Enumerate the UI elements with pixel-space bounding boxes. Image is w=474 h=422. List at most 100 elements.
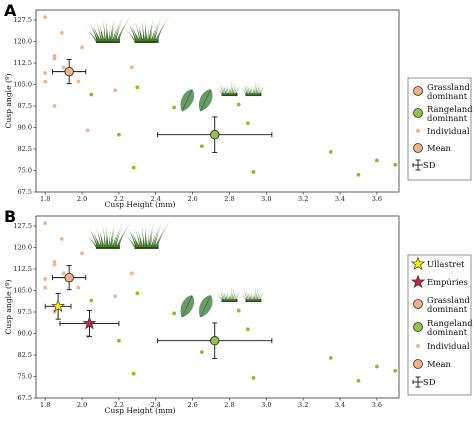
grassland-individual-point: [43, 71, 48, 75]
y-tick-label: 112.5: [13, 59, 32, 67]
grassland-individual-point: [43, 221, 48, 226]
rangeland-individual-point: [131, 371, 136, 376]
grass-blade: [152, 222, 162, 247]
grass-blade: [252, 85, 255, 95]
grass-blade: [152, 16, 162, 41]
grass-blade: [141, 221, 145, 247]
grass-blade: [254, 80, 256, 95]
rangeland-mean-marker: [157, 322, 273, 359]
legend-item-sd: SD: [412, 376, 436, 388]
data-points-b: [43, 221, 398, 383]
grassland-mean-marker: [52, 59, 87, 85]
y-tick-label: 97.5: [18, 102, 32, 110]
grass-blade: [133, 222, 141, 247]
grassland-individual-point: [61, 65, 66, 70]
grass-blade: [102, 221, 107, 247]
x-axis-label-a: Cusp Height (mm): [105, 200, 176, 209]
site-star-point: [51, 299, 65, 313]
grass-blade: [82, 24, 97, 41]
rangeland-individual-point: [356, 172, 361, 177]
legend-label: Mean: [427, 359, 452, 369]
grass-blade: [120, 24, 136, 41]
legend-label: Empúries: [427, 277, 468, 287]
x-tick-label: 3.2: [298, 195, 308, 203]
y-tick-label: 105.0: [13, 81, 32, 89]
grass-blade: [231, 287, 235, 301]
grass-blade: [90, 229, 101, 247]
y-tick-label: 90.0: [18, 124, 32, 132]
grass-blade: [128, 229, 140, 247]
grass-blade: [222, 288, 227, 301]
grassland-mean-point: [64, 66, 74, 77]
grassland-mean-marker: [52, 265, 87, 291]
grass-blade: [254, 286, 256, 301]
rangeland-individual-point: [374, 364, 379, 369]
x-tick-label: 2.0: [77, 195, 87, 203]
grass-blade: [136, 228, 144, 247]
grassland-individual-point: [52, 104, 57, 108]
rangeland-individual-point: [328, 149, 333, 154]
grass-blade: [243, 81, 250, 95]
grass-blade: [258, 84, 266, 95]
illustrations-b: [82, 221, 266, 318]
y-tick-label: 82.5: [18, 351, 32, 359]
y-tick-label: 105.0: [13, 287, 32, 295]
x-tick-label: 2.4: [151, 195, 161, 203]
grass-blade: [116, 228, 127, 247]
grass-blade: [232, 82, 237, 95]
rangeland-individual-point: [172, 105, 177, 110]
grass-blade: [219, 287, 226, 301]
grass-blade: [105, 18, 108, 41]
leaf-illustration: [198, 89, 213, 112]
grass-blade: [153, 225, 162, 247]
y-tick-label: 120.0: [13, 244, 32, 252]
grassland-individual-point: [113, 88, 118, 93]
grass-blade: [246, 288, 251, 301]
data-points-a: [43, 15, 398, 177]
y-tick-label: 67.5: [18, 188, 32, 196]
grassland-individual-point: [43, 285, 48, 290]
legend-label: Rangeland: [427, 104, 473, 114]
rangeland-individual-point: [89, 92, 94, 97]
grass-blade: [102, 15, 107, 41]
x-tick-label: 2.4: [151, 401, 161, 409]
grassland-individual-point: [52, 259, 57, 264]
grassland-individual-point: [85, 128, 90, 133]
grass-blade: [94, 222, 103, 247]
grass-blade: [224, 83, 228, 95]
leaf-illustration: [180, 89, 195, 112]
grass-blade: [108, 230, 111, 247]
y-ticks-a: 67.5 75.0 82.5 90.0 97.5 105.0 112.5 120.0 127.5: [13, 16, 36, 196]
illustrations-a: [82, 15, 266, 112]
legend-item-mean: Mean: [413, 143, 452, 153]
grassland-individual-point: [52, 53, 57, 58]
legend-label: dominant: [427, 304, 468, 314]
grass-blade: [233, 289, 240, 301]
grass-blade: [148, 17, 154, 41]
small-grass-illustration: [215, 286, 242, 303]
grass-blade: [106, 227, 109, 247]
rangeland-individual-point: [328, 355, 333, 360]
grass-blade: [109, 17, 115, 41]
legend-ullastret-star: [410, 256, 426, 271]
legend-item-sd: SD: [412, 159, 436, 171]
legend-mean-marker: [413, 143, 423, 153]
legend-item-mean: Mean: [413, 359, 452, 369]
x-tick-label: 3.6: [372, 195, 382, 203]
leaf-vein: [181, 295, 193, 317]
x-tick-label: 2.0: [77, 401, 87, 409]
grass-blade: [241, 80, 249, 95]
grassland-individual-point: [43, 277, 48, 281]
legend-mean-marker: [413, 359, 423, 369]
y-tick-label: 82.5: [18, 145, 32, 153]
grass-blade: [145, 21, 148, 41]
x-tick-label: 1.8: [40, 195, 50, 203]
grass-illustration: [120, 221, 170, 249]
rangeland-individual-point: [172, 311, 177, 316]
grass-blade: [86, 17, 99, 41]
means-b: [44, 265, 273, 359]
x-tick-label: 2.6: [187, 401, 197, 409]
grassland-individual-point: [59, 237, 64, 241]
x-tick-label: 3.2: [298, 401, 308, 409]
